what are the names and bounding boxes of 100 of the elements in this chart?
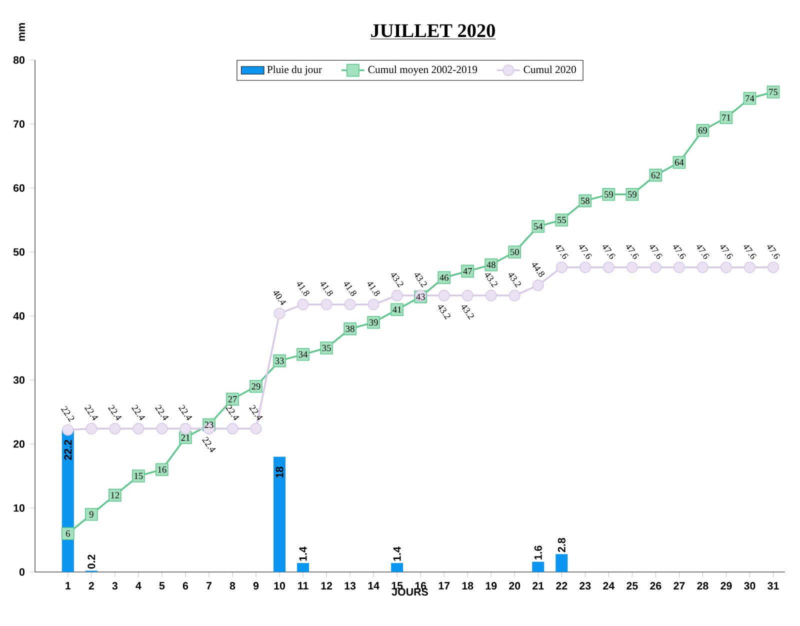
x-tick-label: 13 <box>344 582 356 590</box>
x-tick-label: 20 <box>509 582 520 590</box>
data-label: 55 <box>558 216 566 224</box>
data-label: 47.6 <box>626 245 639 259</box>
point <box>673 262 685 274</box>
data-label: 41 <box>392 306 402 313</box>
bar <box>556 554 568 572</box>
point <box>62 424 74 436</box>
x-tick-label: 18 <box>462 582 474 590</box>
data-label: 47 <box>463 268 472 274</box>
point <box>320 298 332 310</box>
x-tick-label: 3 <box>112 582 118 590</box>
y-tick-label: 20 <box>13 440 25 448</box>
point <box>508 290 520 302</box>
x-tick-label: 2 <box>88 582 94 590</box>
point <box>744 262 756 274</box>
data-label: 54 <box>534 223 543 230</box>
x-tick-label: 22 <box>556 582 568 590</box>
point <box>250 422 262 434</box>
data-label: 21 <box>181 434 190 441</box>
point <box>485 290 497 302</box>
x-tick-label: 9 <box>253 582 259 590</box>
data-label: 47.6 <box>579 245 592 259</box>
point <box>391 290 403 302</box>
data-label: 43 <box>416 294 425 300</box>
x-tick-label: 30 <box>744 582 756 590</box>
point <box>226 422 238 434</box>
data-label: 1.6 <box>534 546 542 560</box>
data-label: 43.2 <box>414 274 427 288</box>
point <box>650 262 662 274</box>
point <box>462 290 474 302</box>
data-label: 47.6 <box>650 245 662 259</box>
bar <box>274 456 286 572</box>
x-tick-label: 24 <box>603 582 615 590</box>
data-label: 47.6 <box>720 245 733 259</box>
point <box>344 298 356 310</box>
x-tick-label: 28 <box>697 582 708 590</box>
data-label: 22.2 <box>64 440 72 460</box>
x-tick-label: 10 <box>274 582 286 590</box>
x-tick-label: 23 <box>580 582 591 590</box>
point <box>297 298 309 310</box>
data-label: 41.8 <box>368 282 380 296</box>
data-label: 16 <box>158 466 166 473</box>
data-label: 47.6 <box>673 245 686 259</box>
x-tick-label: 11 <box>298 582 308 590</box>
data-label: 33 <box>275 358 284 364</box>
point <box>368 298 380 310</box>
data-label: 41.8 <box>297 282 310 296</box>
data-label: 43.2 <box>508 274 521 288</box>
x-tick-label: 31 <box>768 582 779 590</box>
data-label: 18 <box>276 466 284 478</box>
x-tick-label: 17 <box>438 582 450 590</box>
data-label: 43.2 <box>391 274 404 288</box>
data-label: 43.2 <box>438 306 450 320</box>
point <box>556 262 568 274</box>
data-label: 38 <box>346 326 354 332</box>
data-label: 75 <box>769 88 778 96</box>
data-label: 27 <box>228 396 237 402</box>
bar <box>532 562 544 572</box>
y-tick-label: 50 <box>13 248 25 256</box>
x-tick-label: 26 <box>650 582 662 590</box>
data-label: 64 <box>674 159 684 166</box>
bar <box>297 563 310 572</box>
data-label: 48 <box>486 262 496 268</box>
data-label: 29 <box>252 383 260 390</box>
x-tick-label: 6 <box>182 582 188 590</box>
data-label: 59 <box>604 191 613 198</box>
point <box>180 422 192 434</box>
data-label: 12 <box>111 492 120 498</box>
point <box>109 422 121 434</box>
x-tick-label: 1 <box>66 582 71 590</box>
y-tick-label: 30 <box>13 376 25 384</box>
x-tick-label: 8 <box>230 582 236 590</box>
data-label: 44.8 <box>532 263 545 277</box>
data-label: 50 <box>510 248 519 256</box>
data-label: 34 <box>298 351 308 358</box>
data-label: 59 <box>628 191 636 198</box>
data-label: 43.2 <box>485 274 498 288</box>
x-tick-label: 7 <box>206 582 212 590</box>
data-label: 47.6 <box>767 245 780 259</box>
point <box>156 422 168 434</box>
y-tick-label: 70 <box>14 120 25 128</box>
y-tick-label: 80 <box>13 56 25 64</box>
x-tick-label: 14 <box>368 582 380 590</box>
data-label: 71 <box>722 114 730 121</box>
point <box>768 262 779 274</box>
point <box>274 308 286 320</box>
bar <box>391 563 404 572</box>
data-label: 23 <box>204 422 214 428</box>
point <box>602 262 614 274</box>
data-label: 41.8 <box>344 282 356 296</box>
y-axis-title: mm <box>19 23 25 41</box>
point <box>579 262 591 274</box>
data-label: 39 <box>369 319 378 326</box>
data-label: 35 <box>322 344 331 352</box>
data-label: 62 <box>651 172 660 178</box>
data-label: 43.2 <box>462 306 474 320</box>
x-tick-label: 4 <box>136 582 142 590</box>
data-label: 47.6 <box>696 245 710 259</box>
legend-label: Cumul 2020 <box>524 66 576 74</box>
